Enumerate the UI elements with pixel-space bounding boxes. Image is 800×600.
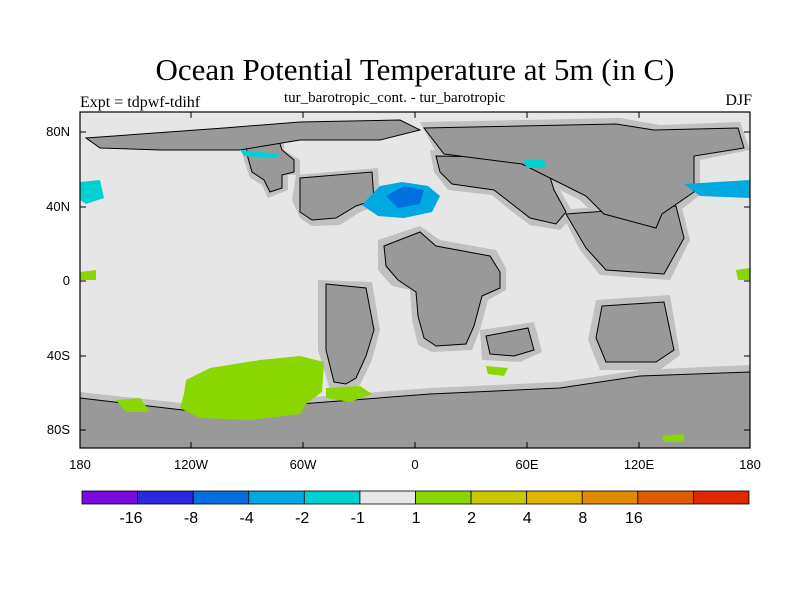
- colorbar: -16 -8 -4 -2 -1 1 2 4 8 16: [81, 490, 750, 527]
- lon-tick-label: 120W: [174, 457, 209, 472]
- colorbar-label: 1: [412, 510, 421, 527]
- colorbar-swatch: [637, 490, 694, 505]
- lat-tick-label: 40S: [47, 348, 70, 363]
- lon-tick-label: 60E: [515, 457, 538, 472]
- map-subtitle: tur_barotropic_cont. - tur_barotropic: [284, 90, 506, 106]
- cool-anomaly-north-pacific-west: [684, 180, 750, 198]
- warm-anomaly-equatorial-east: [80, 270, 96, 280]
- anomaly-fields: [80, 150, 750, 442]
- map-area: [80, 112, 750, 448]
- colorbar-label: -16: [119, 510, 142, 527]
- colorbar-label: -2: [295, 510, 309, 527]
- warm-anomaly-south-pacific: [180, 356, 324, 420]
- cool-anomaly-barents: [524, 160, 546, 168]
- colorbar-label: 4: [523, 510, 532, 527]
- colorbar-swatch: [415, 490, 472, 505]
- lon-tick-label: 120E: [624, 457, 655, 472]
- lat-tick-label: 80N: [46, 124, 70, 139]
- land-masses: [80, 119, 750, 448]
- colorbar-swatch: [359, 490, 416, 505]
- colorbar-swatch: [248, 490, 305, 505]
- season-label: DJF: [725, 92, 752, 109]
- colorbar-swatch: [303, 490, 361, 505]
- colorbar-swatch: [581, 490, 639, 505]
- warm-anomaly-south-atlantic: [326, 386, 372, 402]
- lon-tick-label: 60W: [290, 457, 317, 472]
- lat-tick-label: 0: [63, 273, 70, 288]
- colorbar-swatch: [526, 490, 583, 505]
- colorbar-label: -1: [351, 510, 365, 527]
- lon-axis: 180 120W 60W 0 60E 120E 180: [69, 112, 761, 472]
- warm-anomaly-tasman: [486, 366, 508, 376]
- lat-axis: 80N 40N 0 40S 80S: [46, 124, 750, 437]
- lat-tick-label: 80S: [47, 422, 70, 437]
- colorbar-label: 8: [578, 510, 587, 527]
- cool-anomaly-arctic: [240, 150, 280, 158]
- colorbar-swatch: [81, 490, 138, 505]
- cool-anomaly-north-pacific-east: [80, 180, 104, 204]
- warm-anomaly-ross-sea: [662, 434, 684, 442]
- warm-anomaly-equatorial-west: [736, 268, 750, 280]
- map-title: Ocean Potential Temperature at 5m (in C): [155, 52, 675, 87]
- colorbar-swatch: [470, 490, 528, 505]
- colorbar-label: 16: [625, 510, 643, 527]
- experiment-label: Expt = tdpwf-tdihf: [80, 94, 201, 111]
- lat-tick-label: 40N: [46, 199, 70, 214]
- colorbar-label: -4: [240, 510, 254, 527]
- colorbar-swatch: [137, 490, 194, 505]
- colorbar-label: 2: [467, 510, 476, 527]
- lon-tick-label: 180: [69, 457, 91, 472]
- colorbar-swatch: [192, 490, 250, 505]
- lon-tick-label: 180: [739, 457, 761, 472]
- lon-tick-label: 0: [411, 457, 418, 472]
- cool-anomaly-northatlantic-core: [386, 186, 424, 208]
- warm-anomaly-south-pacific-west: [116, 398, 150, 412]
- colorbar-label: -8: [184, 510, 198, 527]
- colorbar-swatch: [693, 490, 750, 505]
